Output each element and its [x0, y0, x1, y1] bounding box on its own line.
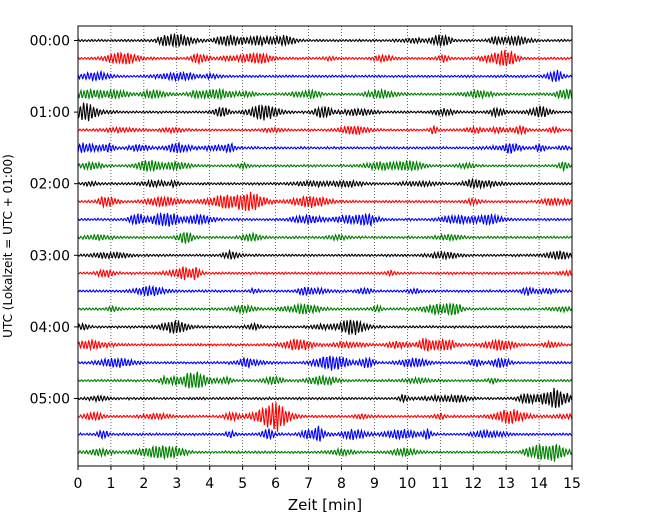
trace-group — [77, 33, 573, 462]
x-tick-label-8: 8 — [337, 476, 346, 492]
trace-line-1 — [77, 49, 573, 67]
plot-background — [78, 26, 572, 466]
trace-line-19 — [77, 371, 573, 389]
y-tick-label-5: 05:00 — [30, 392, 70, 408]
trace-line-3 — [77, 87, 573, 101]
x-tick-label-14: 14 — [530, 476, 548, 492]
x-tick-label-4: 4 — [205, 476, 214, 492]
trace-line-18 — [77, 355, 573, 371]
x-tick-label-1: 1 — [106, 476, 115, 492]
trace-line-22 — [77, 425, 573, 442]
trace-line-5 — [77, 124, 573, 136]
trace-line-6 — [77, 141, 573, 155]
x-tick-label-12: 12 — [464, 476, 482, 492]
trace-line-10 — [77, 211, 573, 228]
x-tick-label-5: 5 — [238, 476, 247, 492]
trace-line-12 — [77, 248, 573, 261]
x-axis-label: Zeit [min] — [288, 496, 362, 514]
y-axis: 00:00 01:00 02:00 03:00 04:00 05:00 — [30, 34, 78, 408]
x-tick-label-0: 0 — [74, 476, 83, 492]
trace-line-23 — [77, 443, 573, 462]
trace-line-9 — [77, 191, 573, 211]
trace-line-2 — [77, 69, 573, 83]
plot-frame — [77, 25, 573, 467]
y-tick-label-4: 04:00 — [30, 320, 70, 336]
x-tick-label-9: 9 — [370, 476, 379, 492]
trace-line-15 — [77, 302, 573, 317]
trace-line-14 — [77, 284, 573, 297]
trace-line-17 — [77, 337, 573, 352]
x-tick-label-3: 3 — [172, 476, 181, 492]
x-tick-label-13: 13 — [497, 476, 515, 492]
trace-line-4 — [77, 102, 573, 122]
x-tick-label-15: 15 — [563, 476, 581, 492]
trace-line-21 — [77, 402, 573, 432]
trace-line-11 — [77, 231, 573, 244]
x-tick-label-10: 10 — [398, 476, 416, 492]
y-tick-label-2: 02:00 — [30, 177, 70, 193]
y-tick-label-1: 01:00 — [30, 105, 70, 121]
x-tick-label-6: 6 — [271, 476, 280, 492]
y-tick-label-0: 00:00 — [30, 34, 70, 50]
x-axis: 0 1 2 3 4 5 6 7 8 9 10 11 12 13 14 15 — [74, 466, 581, 492]
trace-line-20 — [77, 387, 573, 409]
trace-line-8 — [77, 177, 573, 191]
trace-line-13 — [77, 266, 573, 281]
trace-line-7 — [77, 159, 573, 173]
y-tick-label-3: 03:00 — [30, 248, 70, 264]
x-tick-label-7: 7 — [304, 476, 313, 492]
trace-line-16 — [77, 319, 573, 336]
x-tick-label-2: 2 — [139, 476, 148, 492]
trace-line-0 — [77, 33, 573, 48]
grid-lines — [110, 26, 540, 466]
y-axis-label: UTC (Lokalzeit = UTC + 01:00) — [1, 154, 15, 338]
x-tick-label-11: 11 — [431, 476, 449, 492]
